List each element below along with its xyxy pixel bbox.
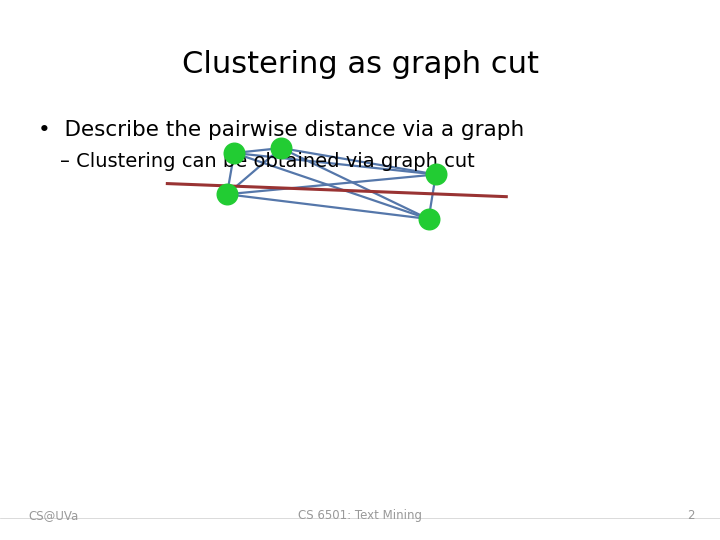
Text: 2: 2 bbox=[688, 509, 695, 522]
Text: – Clustering can be obtained via graph cut: – Clustering can be obtained via graph c… bbox=[60, 152, 474, 171]
Text: CS@UVa: CS@UVa bbox=[28, 509, 78, 522]
Text: •  Describe the pairwise distance via a graph: • Describe the pairwise distance via a g… bbox=[38, 120, 524, 140]
Text: Clustering as graph cut: Clustering as graph cut bbox=[181, 50, 539, 79]
Text: CS 6501: Text Mining: CS 6501: Text Mining bbox=[298, 509, 422, 522]
